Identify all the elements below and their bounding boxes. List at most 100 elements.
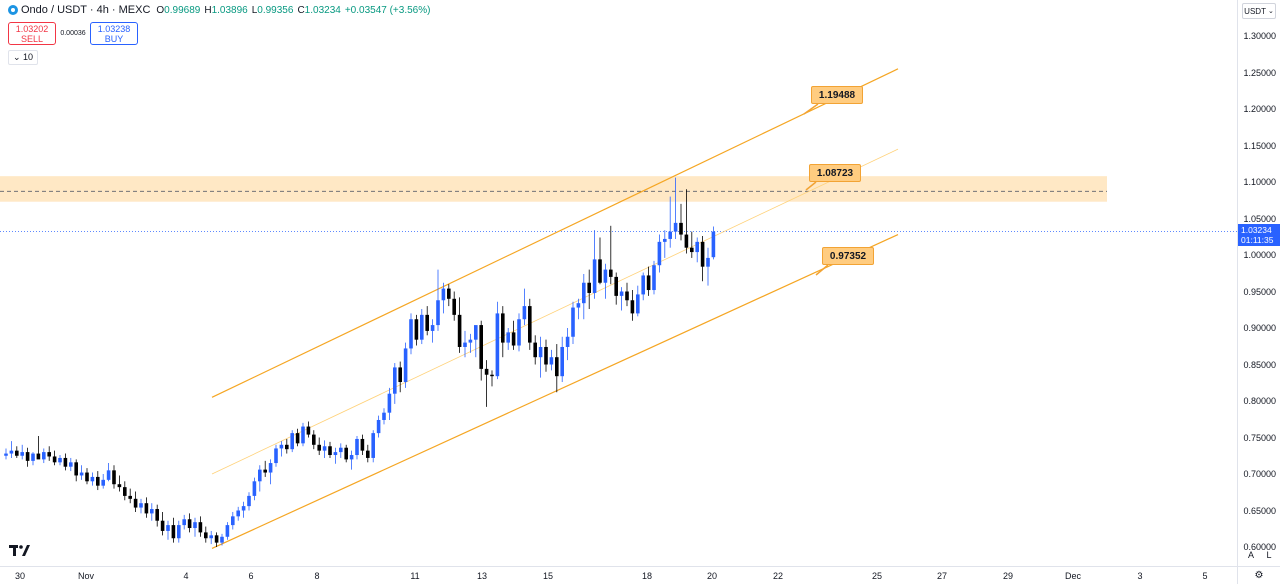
candle-body [706, 257, 710, 267]
candle-body [360, 438, 365, 451]
candle-body [90, 476, 95, 482]
candle-body [322, 446, 327, 451]
trade-panel: 1.03202 SELL 0.00036 1.03238 BUY [8, 22, 138, 45]
candle-body [657, 241, 662, 266]
candle-body [349, 455, 354, 460]
resistance-zone [0, 176, 1107, 202]
candle-body [555, 357, 559, 377]
candle-body [528, 306, 532, 343]
candle-body [371, 433, 375, 458]
candle-body [430, 325, 435, 331]
time-tick-label: 22 [772, 571, 784, 581]
candle-body [652, 265, 656, 291]
resistance-label[interactable]: 1.08723 [809, 164, 861, 182]
candle-body [166, 525, 170, 531]
candle-body [587, 282, 591, 293]
sell-button[interactable]: 1.03202 SELL [8, 22, 56, 45]
candle-body [393, 367, 397, 394]
buy-button[interactable]: 1.03238 BUY [90, 22, 138, 45]
candle-body [441, 288, 446, 301]
time-axis[interactable]: 30 Nov 4 6 8 11 13 15 18 20 22 25 27 29 Dec 3 5 [0, 566, 1237, 584]
candle-body [101, 479, 105, 486]
time-tick-label: 27 [936, 571, 948, 581]
candle-body [490, 374, 494, 377]
candle-body [398, 367, 402, 383]
candle-body [220, 536, 224, 543]
candle-body [79, 472, 84, 476]
candle-body [684, 234, 689, 248]
candle-body [263, 469, 267, 473]
price-tick-label: 0.75000 [1243, 432, 1276, 443]
price-chart[interactable] [0, 0, 1237, 566]
buy-label: BUY [104, 34, 124, 44]
candle-body [544, 346, 548, 365]
candle-body [52, 456, 57, 463]
candle-body [506, 332, 510, 343]
symbol-title[interactable]: Ondo / USDT · 4h · MEXC [21, 4, 151, 16]
candle-body [409, 319, 413, 349]
price-tick-label: 1.20000 [1243, 104, 1276, 114]
low-label: L [251, 4, 258, 16]
candle-body [636, 294, 640, 314]
price-tick-label: 0.85000 [1243, 359, 1276, 370]
channel-middle-line [211, 148, 899, 475]
upper-channel-label[interactable]: 1.19488 [811, 86, 863, 104]
gear-icon[interactable]: ⚙ [1237, 566, 1280, 584]
candle-body [15, 450, 19, 456]
candle-body [295, 433, 300, 444]
candle-body [31, 453, 35, 461]
chart-pane[interactable] [0, 0, 1237, 566]
candle-body [355, 438, 359, 456]
candle-body [641, 275, 645, 295]
time-tick-label: Nov [77, 571, 95, 581]
candle-body [560, 346, 564, 377]
candle-body [387, 393, 392, 413]
log-scale-button[interactable]: L [1266, 550, 1272, 560]
candle-body [614, 276, 618, 296]
candle-body [187, 519, 192, 529]
candle-body [36, 453, 41, 460]
price-tick-label: 0.60000 [1243, 542, 1276, 552]
time-tick-label: 18 [641, 571, 653, 581]
candle-body [285, 444, 289, 450]
candle-body [690, 247, 694, 253]
ondo-logo-icon [8, 5, 18, 15]
candle-body [274, 448, 278, 464]
candle-body [711, 231, 716, 258]
candle-body [25, 452, 30, 461]
candle-body [582, 282, 586, 304]
sell-price: 1.03202 [15, 24, 49, 34]
price-axis[interactable]: USDT ⌄ 1.30000 1.25000 1.20000 1.15000 1.100… [1237, 0, 1280, 566]
candle-body [673, 222, 678, 232]
price-tick-label: 1.10000 [1243, 177, 1276, 187]
candle-body [420, 314, 424, 340]
time-tick-label: 11 [410, 571, 420, 581]
current-price-value: 1.03234 [1241, 225, 1272, 236]
auto-scale-button[interactable]: A [1247, 550, 1254, 560]
candle-body [171, 525, 176, 539]
candle-body [447, 288, 451, 299]
open-label: O [156, 4, 165, 16]
candle-body [376, 419, 381, 434]
candle-body [144, 503, 149, 514]
time-tick-label: 25 [871, 571, 883, 581]
candle-body [333, 452, 338, 456]
close-value: 1.03234 [304, 4, 341, 16]
candle-body [328, 446, 332, 456]
currency-select[interactable]: USDT ⌄ [1242, 3, 1276, 19]
candle-body [468, 339, 473, 343]
price-tick-label: 1.30000 [1243, 31, 1276, 41]
tradingview-logo-icon[interactable] [9, 544, 31, 562]
candle-body [301, 426, 305, 444]
indicators-toggle[interactable]: ⌄ 10 [8, 50, 39, 65]
lower-channel-label[interactable]: 0.97352 [822, 247, 874, 265]
price-tick-label: 0.70000 [1243, 469, 1276, 479]
low-value: 0.99356 [257, 4, 294, 16]
candle-body [306, 426, 311, 435]
candle-body [150, 509, 154, 514]
candle-body [495, 313, 500, 377]
candle-body [9, 450, 14, 454]
candle-body [128, 495, 132, 499]
candle-body [241, 506, 246, 511]
candle-body [198, 522, 203, 533]
